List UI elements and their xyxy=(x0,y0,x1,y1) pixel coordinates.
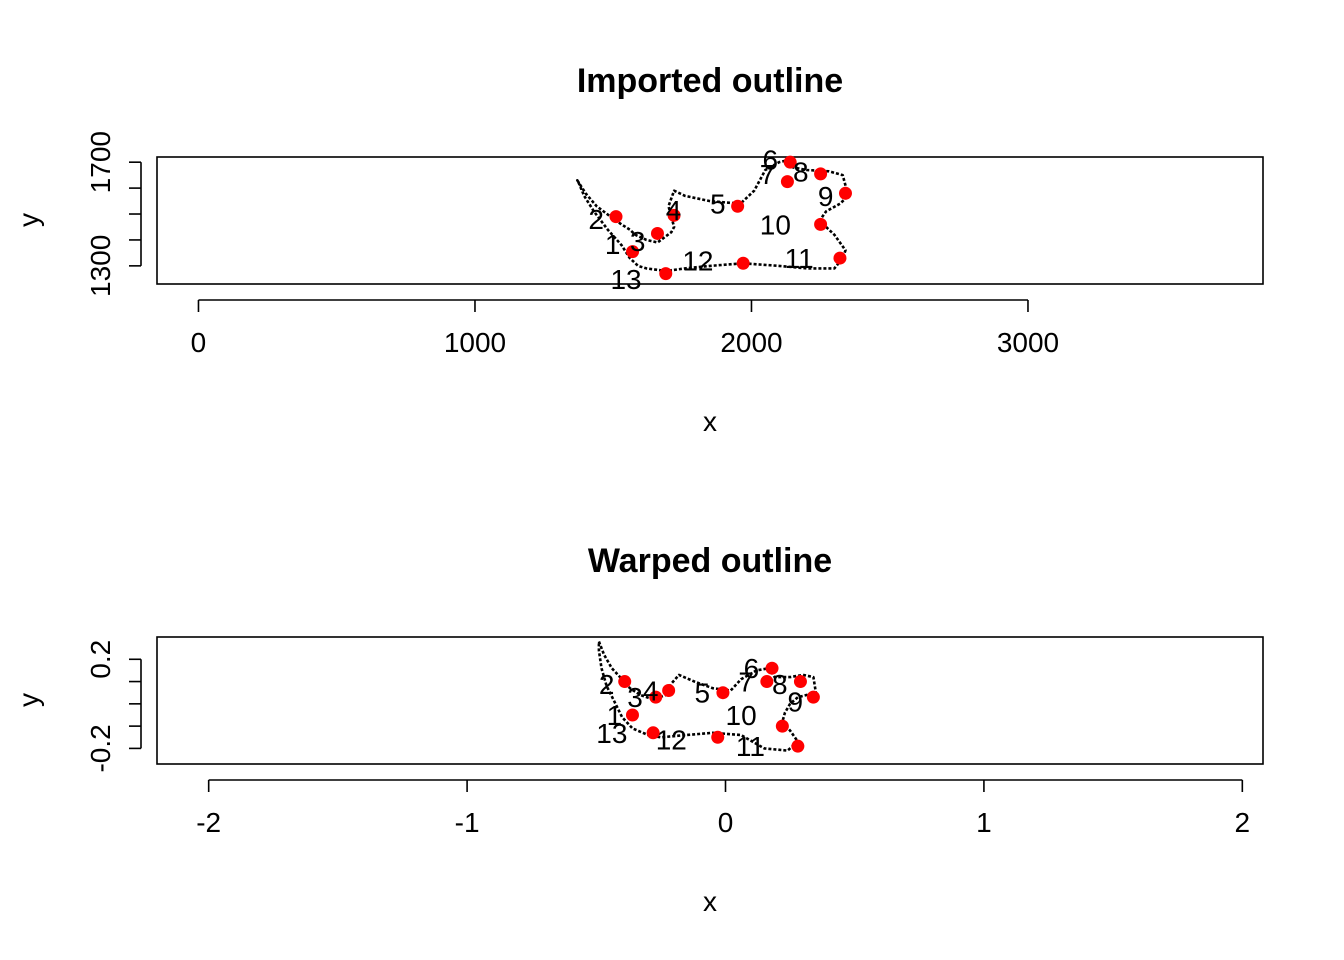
x-tick-label: 1 xyxy=(976,807,992,838)
x-tick-label: 2 xyxy=(1235,807,1251,838)
landmark-label-5: 5 xyxy=(694,678,710,709)
landmark-point-3 xyxy=(649,690,663,704)
landmark-label-6: 6 xyxy=(763,145,779,176)
landmark-point-10 xyxy=(775,719,789,733)
landmark-point-4 xyxy=(667,208,681,222)
landmark-label-11: 11 xyxy=(785,243,814,274)
landmark-point-1 xyxy=(626,245,640,259)
y-axis-warped: -0.2 0.2 xyxy=(85,640,142,773)
landmark-point-2 xyxy=(618,675,632,689)
landmark-point-5 xyxy=(731,199,745,213)
landmark-point-10 xyxy=(814,217,828,231)
landmark-label-3: 3 xyxy=(627,682,643,713)
landmark-point-6 xyxy=(783,155,797,169)
plot-frame xyxy=(156,156,1264,285)
landmark-point-11 xyxy=(833,251,847,265)
y-tick-label: 1700 xyxy=(85,131,116,193)
landmark-point-3 xyxy=(650,226,664,240)
landmark-point-2 xyxy=(609,210,623,224)
landmark-point-9 xyxy=(806,690,820,704)
chart-title-imported: Imported outline xyxy=(577,62,843,100)
chart-title-warped: Warped outline xyxy=(588,542,832,580)
landmark-point-8 xyxy=(814,167,828,181)
x-axis-warped: -2 -1 0 1 2 xyxy=(196,779,1251,838)
landmark-point-9 xyxy=(838,186,852,200)
x-tick-label: 1000 xyxy=(444,327,506,358)
landmark-point-1 xyxy=(625,708,639,722)
y-tick-label: 0.2 xyxy=(85,640,116,679)
y-axis-label-imported: y xyxy=(13,213,44,227)
landmark-point-11 xyxy=(791,739,805,753)
y-tick-label: -0.2 xyxy=(85,724,116,772)
x-tick-label: -2 xyxy=(196,807,221,838)
y-axis-imported: 1300 1700 xyxy=(85,131,142,297)
x-tick-label: 0 xyxy=(718,807,734,838)
landmark-point-8 xyxy=(793,675,807,689)
landmark-point-13 xyxy=(646,726,660,740)
landmark-label-1: 1 xyxy=(607,700,623,731)
landmark-label-13: 13 xyxy=(596,718,627,749)
y-tick-label: 1300 xyxy=(85,235,116,297)
landmark-label-7: 7 xyxy=(738,667,754,698)
landmark-point-12 xyxy=(736,256,750,270)
plot-frame xyxy=(156,636,1264,765)
landmark-label-9: 9 xyxy=(788,687,804,718)
x-axis-label-imported: x xyxy=(703,406,717,437)
landmark-point-7 xyxy=(780,175,794,189)
y-axis-label-warped: y xyxy=(13,693,44,707)
landmark-label-7: 7 xyxy=(760,159,776,190)
outline-path xyxy=(575,158,850,273)
landmark-label-8: 8 xyxy=(772,669,788,700)
landmark-label-5: 5 xyxy=(710,189,726,220)
landmark-label-13: 13 xyxy=(610,264,641,295)
landmark-label-9: 9 xyxy=(818,181,834,212)
x-tick-label: 2000 xyxy=(720,327,782,358)
landmark-label-6: 6 xyxy=(744,653,760,684)
x-tick-label: 3000 xyxy=(997,327,1059,358)
x-axis-label-warped: x xyxy=(703,886,717,917)
x-axis-imported: 0 1000 2000 3000 xyxy=(191,299,1059,358)
landmark-label-4: 4 xyxy=(666,195,682,226)
landmark-point-12 xyxy=(711,730,725,744)
landmark-label-2: 2 xyxy=(599,669,615,700)
landmark-label-11: 11 xyxy=(736,731,765,762)
x-tick-label: 0 xyxy=(191,327,207,358)
landmark-label-4: 4 xyxy=(643,675,659,706)
landmark-label-1: 1 xyxy=(605,229,621,260)
landmark-label-3: 3 xyxy=(630,226,646,257)
landmark-point-5 xyxy=(716,686,730,700)
landmark-label-10: 10 xyxy=(760,209,791,240)
landmark-point-6 xyxy=(765,661,779,675)
landmark-label-12: 12 xyxy=(656,724,687,755)
landmark-label-10: 10 xyxy=(726,700,757,731)
x-tick-label: -1 xyxy=(455,807,480,838)
landmark-point-13 xyxy=(659,267,673,281)
landmark-label-2: 2 xyxy=(588,204,604,235)
landmark-point-4 xyxy=(662,683,676,697)
landmark-label-8: 8 xyxy=(793,156,809,187)
landmark-label-12: 12 xyxy=(682,246,713,277)
landmark-point-7 xyxy=(760,675,774,689)
